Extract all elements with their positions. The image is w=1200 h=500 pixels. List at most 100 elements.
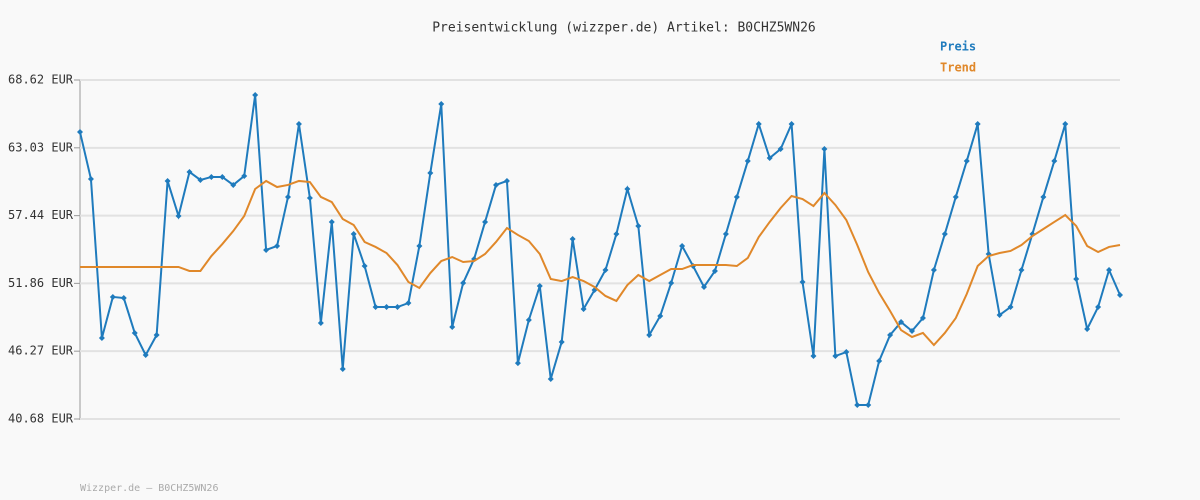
point	[1106, 267, 1113, 274]
point	[514, 360, 521, 367]
point	[339, 366, 346, 373]
point	[503, 177, 510, 184]
point	[788, 121, 795, 128]
y-tick-label: 57.44 EUR	[8, 208, 74, 222]
y-tick-label: 40.68 EUR	[8, 412, 74, 426]
point	[295, 121, 302, 128]
point	[427, 169, 434, 176]
point	[153, 332, 160, 339]
point	[974, 121, 981, 128]
point	[613, 230, 620, 237]
point	[679, 242, 686, 249]
point	[843, 349, 850, 356]
chart-title: Preisentwicklung (wizzper.de) Artikel: B…	[432, 21, 816, 36]
y-tick-label: 46.27 EUR	[8, 344, 74, 358]
point	[394, 304, 401, 311]
point	[580, 305, 587, 312]
y-tick-label: 68.62 EUR	[8, 73, 74, 87]
point	[602, 267, 609, 274]
point	[285, 193, 291, 200]
point	[1084, 325, 1091, 332]
point	[197, 176, 204, 183]
point	[1095, 304, 1102, 311]
point	[1018, 267, 1025, 274]
point	[635, 222, 642, 229]
point	[241, 172, 248, 179]
point	[416, 242, 423, 249]
point	[230, 181, 237, 188]
point	[449, 324, 456, 331]
point	[919, 315, 926, 322]
point	[821, 146, 828, 153]
series-line	[80, 179, 1121, 347]
series-line	[79, 94, 1121, 407]
point	[372, 304, 379, 311]
point	[263, 246, 270, 253]
point	[832, 353, 839, 360]
point	[361, 263, 368, 270]
point	[317, 320, 324, 327]
point	[701, 283, 707, 290]
point	[930, 267, 937, 274]
point	[525, 316, 532, 323]
point	[208, 173, 215, 180]
point	[766, 155, 773, 162]
point	[963, 158, 970, 165]
point	[493, 181, 499, 188]
point	[744, 158, 751, 165]
point	[536, 283, 543, 290]
point	[909, 328, 915, 335]
point	[98, 334, 105, 341]
point	[164, 177, 171, 184]
point	[1051, 158, 1058, 165]
point	[460, 279, 467, 286]
point	[252, 92, 259, 99]
point	[755, 121, 762, 128]
point	[777, 146, 784, 153]
legend-label: Preis	[940, 40, 976, 54]
point	[131, 329, 138, 336]
point	[1117, 291, 1123, 298]
point	[274, 242, 281, 249]
point	[87, 176, 94, 183]
point	[547, 375, 554, 382]
point	[109, 293, 116, 300]
point	[405, 300, 412, 307]
footer: Wizzper.de – B0CHZ5WN26	[80, 483, 218, 494]
point	[887, 332, 894, 339]
point	[306, 195, 313, 202]
point	[438, 101, 445, 108]
point	[219, 173, 226, 180]
point	[1007, 304, 1014, 311]
point	[383, 304, 390, 311]
y-tick-label: 63.03 EUR	[8, 140, 74, 154]
legend-label: Trend	[940, 61, 976, 75]
point	[120, 295, 127, 302]
point	[482, 218, 489, 225]
y-tick-label: 51.86 EUR	[8, 276, 74, 290]
point	[558, 338, 565, 345]
point	[733, 193, 740, 200]
point	[624, 185, 631, 192]
point	[569, 235, 576, 242]
point	[657, 312, 664, 319]
point	[996, 312, 1003, 319]
point	[646, 332, 653, 339]
point	[142, 352, 149, 359]
point	[1073, 275, 1080, 282]
point	[711, 267, 718, 274]
point	[722, 230, 729, 237]
point	[1040, 193, 1047, 200]
point	[799, 279, 806, 286]
point	[952, 193, 959, 200]
point	[810, 353, 817, 360]
point	[876, 358, 883, 365]
point	[186, 168, 193, 175]
point	[175, 213, 182, 220]
point	[668, 279, 675, 286]
point	[854, 402, 861, 409]
point	[898, 319, 905, 326]
point	[77, 129, 83, 136]
point	[350, 230, 357, 237]
